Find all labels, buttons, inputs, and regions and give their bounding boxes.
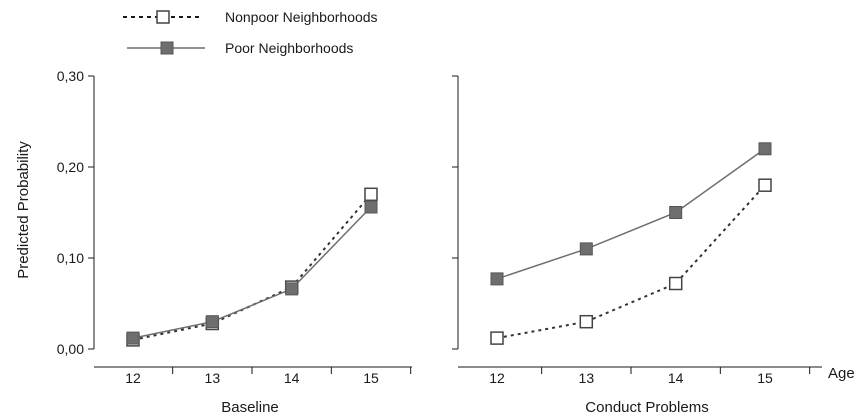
legend-poor-marker <box>160 41 174 55</box>
y-tick-label-3: 0,30 <box>57 68 84 84</box>
x-tick-label-conduct-problems-13: 13 <box>579 370 595 386</box>
y-tick-label-2: 0,20 <box>57 159 84 175</box>
legend-entry-nonpoor: Nonpoor Neighborhoods <box>123 9 378 25</box>
marker-poor-conduct-problems-12 <box>490 272 504 286</box>
legend-poor-label: Poor Neighborhoods <box>225 40 353 56</box>
series-line-poor-baseline <box>132 206 372 339</box>
marker-nonpoor-conduct-problems-15 <box>758 178 772 192</box>
y-tick-label-1: 0,10 <box>57 250 84 266</box>
legend-entry-poor: Poor Neighborhoods <box>127 40 353 56</box>
panel-title-baseline: Baseline <box>221 399 279 416</box>
marker-nonpoor-conduct-problems-14 <box>668 276 683 291</box>
marker-poor-conduct-problems-15 <box>758 142 772 156</box>
marker-poor-baseline-15 <box>364 200 378 214</box>
series-line-poor-conduct-problems <box>496 148 766 280</box>
marker-poor-baseline-13 <box>205 315 219 329</box>
x-tick-label-conduct-problems-15: 15 <box>757 370 773 386</box>
x-tick-label-conduct-problems-14: 14 <box>668 370 684 386</box>
legend: Nonpoor Neighborhoods Poor Neighborhoods <box>123 9 378 56</box>
marker-nonpoor-baseline-15 <box>364 187 378 202</box>
x-tick-label-conduct-problems-12: 12 <box>489 370 505 386</box>
marker-poor-baseline-12 <box>126 331 140 345</box>
marker-nonpoor-conduct-problems-12 <box>490 331 504 345</box>
marker-poor-conduct-problems-13 <box>579 242 593 256</box>
legend-nonpoor-marker <box>156 10 170 24</box>
series-line-nonpoor-conduct-problems <box>496 184 766 340</box>
y-axis-label: Predicted Probability <box>15 141 32 279</box>
x-tick-label-baseline-13: 13 <box>205 370 221 386</box>
panel-baseline: Baseline 0,00 0,10 0,20 0,30 12 13 14 15 <box>57 68 412 416</box>
x-tick-label-baseline-12: 12 <box>125 370 141 386</box>
marker-poor-baseline-14 <box>285 282 299 296</box>
legend-nonpoor-label: Nonpoor Neighborhoods <box>225 9 378 25</box>
panel-conduct-problems: Conduct Problems 12 13 14 15 <box>452 75 822 416</box>
series-line-nonpoor-baseline <box>132 193 372 341</box>
marker-poor-conduct-problems-14 <box>669 206 683 219</box>
y-tick-label-0: 0,00 <box>57 341 84 357</box>
x-tick-label-baseline-15: 15 <box>363 370 379 386</box>
x-axis-label: Age <box>828 365 855 382</box>
x-tick-label-baseline-14: 14 <box>284 370 300 386</box>
marker-nonpoor-conduct-problems-13 <box>579 314 594 329</box>
panel-title-conduct-problems: Conduct Problems <box>585 399 708 416</box>
